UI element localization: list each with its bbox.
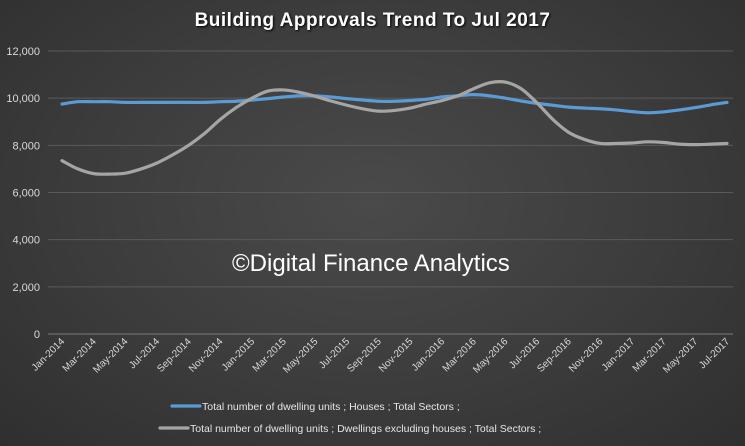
x-tick-label: May-2015 (281, 336, 321, 376)
y-tick-label: 2,000 (12, 282, 40, 294)
chart-title: Building Approvals Trend To Jul 2017 (194, 10, 551, 31)
y-tick-label: 6,000 (12, 188, 40, 200)
y-tick-label: 8,000 (12, 140, 40, 152)
y-tick-label: 10,000 (6, 93, 40, 105)
x-tick-label: Nov-2016 (567, 336, 606, 375)
series-line-1 (60, 93, 729, 115)
y-tick-label: 0 (34, 329, 40, 341)
y-tick-label: 4,000 (12, 235, 40, 247)
x-tick-label: Nov-2014 (187, 336, 226, 375)
x-axis-ticks: Jan-2014Mar-2014May-2014Jul-2014Sep-2014… (30, 336, 733, 376)
y-axis-ticks: 0 2,000 4,000 6,000 8,000 10,000 12,000 (6, 46, 40, 341)
x-tick-label: Nov-2015 (377, 336, 416, 375)
series-lines (60, 80, 729, 176)
y-tick-label: 12,000 (6, 46, 40, 58)
watermark-text: ©Digital Finance Analytics (232, 250, 510, 277)
x-tick-label: Jul-2017 (697, 336, 732, 371)
x-tick-label: May-2016 (471, 336, 511, 376)
legend: Total number of dwelling units ; Houses … (158, 401, 541, 435)
x-tick-label: May-2017 (661, 336, 701, 376)
legend-label: Total number of dwelling units ; Dwellin… (190, 423, 541, 435)
series-line-2 (60, 80, 729, 176)
x-tick-label: May-2014 (91, 336, 131, 376)
gridlines (48, 50, 733, 288)
legend-label: Total number of dwelling units ; Houses … (202, 401, 460, 413)
